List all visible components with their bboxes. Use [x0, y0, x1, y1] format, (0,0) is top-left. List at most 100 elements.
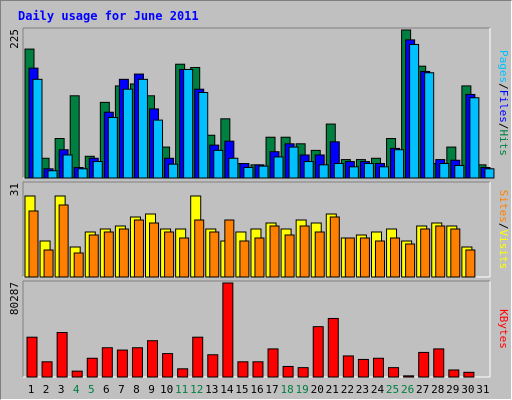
bar-pages-day-26	[409, 43, 420, 179]
bar-kbytes-day-1	[26, 336, 38, 378]
bar-kbytes-day-15	[237, 361, 249, 378]
bar-pages-day-8	[137, 78, 148, 179]
bar-sites-day-21	[329, 216, 340, 278]
bar-pages-day-12	[198, 91, 209, 179]
bar-kbytes-day-18	[282, 365, 294, 378]
bar-kbytes-day-8	[131, 347, 143, 378]
bar-pages-day-6	[107, 116, 118, 179]
x-tick-label-day-4: 4	[73, 383, 80, 396]
legend-sites: Sites	[497, 190, 510, 223]
bar-sites-day-14	[224, 219, 235, 278]
legend-visits: Visits	[497, 230, 510, 270]
bar-pages-day-19	[303, 161, 314, 179]
bar-kbytes-day-2	[41, 361, 53, 378]
bar-sites-day-10	[164, 231, 175, 278]
bar-sites-day-12	[194, 219, 205, 278]
x-tick-label-day-21: 21	[326, 383, 339, 396]
y-max-label: 80287	[8, 282, 21, 315]
bar-pages-day-22	[348, 166, 359, 179]
x-tick-label-day-2: 2	[43, 383, 50, 396]
legend-label: Sites/Visits	[497, 190, 510, 270]
x-tick-label-day-12: 12	[190, 383, 203, 396]
bar-sites-day-16	[254, 237, 265, 278]
bar-sites-day-8	[133, 219, 144, 278]
bar-pages-day-27	[424, 72, 435, 179]
x-tick-label-day-13: 13	[205, 383, 218, 396]
bar-pages-day-29	[454, 165, 465, 179]
x-tick-label-day-10: 10	[160, 383, 173, 396]
bar-sites-day-27	[420, 228, 431, 278]
x-tick-label-day-16: 16	[250, 383, 263, 396]
bar-sites-day-20	[314, 231, 325, 278]
bar-sites-day-7	[118, 228, 129, 278]
x-tick-label-day-8: 8	[133, 383, 140, 396]
bar-kbytes-day-27	[418, 351, 430, 378]
legend-label: KBytes	[497, 309, 510, 349]
x-tick-label-day-15: 15	[235, 383, 248, 396]
x-tick-label-day-20: 20	[311, 383, 324, 396]
legend-kbytes: KBytes	[497, 309, 510, 349]
x-tick-label-day-28: 28	[431, 383, 444, 396]
bar-kbytes-day-19	[297, 367, 309, 378]
x-tick-label-day-14: 14	[220, 383, 234, 396]
bar-kbytes-day-20	[312, 326, 324, 378]
legend-files: Files	[497, 90, 510, 123]
bar-pages-day-10	[168, 163, 179, 179]
bar-kbytes-day-4	[71, 370, 83, 378]
bar-kbytes-day-23	[357, 358, 369, 378]
bar-kbytes-day-6	[101, 347, 113, 378]
bar-kbytes-day-12	[192, 336, 204, 378]
legend-label: Pages/Files/Hits	[497, 50, 510, 156]
bar-sites-day-13	[209, 231, 220, 278]
bar-sites-day-5	[88, 234, 99, 278]
x-tick-label-day-17: 17	[265, 383, 278, 396]
x-tick-label-day-11: 11	[175, 383, 188, 396]
bar-sites-day-28	[435, 225, 446, 278]
bar-kbytes-day-22	[342, 355, 354, 378]
bar-sites-day-26	[405, 243, 416, 278]
bar-pages-day-17	[273, 156, 284, 179]
x-tick-label-day-30: 30	[461, 383, 474, 396]
bar-kbytes-day-9	[147, 340, 159, 378]
bar-pages-day-24	[378, 166, 389, 179]
bar-kbytes-day-17	[267, 348, 279, 378]
bar-pages-day-30	[469, 97, 480, 179]
bar-kbytes-day-3	[56, 332, 68, 378]
x-tick-label-day-31: 31	[476, 383, 489, 396]
x-tick-label-day-26: 26	[401, 383, 414, 396]
bar-kbytes-day-24	[372, 357, 384, 378]
bar-pages-day-20	[318, 164, 329, 179]
y-max-label: 225	[8, 29, 21, 49]
bar-sites-day-1	[28, 210, 39, 278]
x-tick-label-day-1: 1	[28, 383, 35, 396]
bar-sites-day-9	[149, 222, 160, 278]
bar-pages-day-15	[243, 166, 254, 179]
x-tick-label-day-29: 29	[446, 383, 459, 396]
bar-pages-day-21	[333, 163, 344, 179]
bar-sites-day-30	[465, 249, 476, 278]
x-tick-label-day-6: 6	[103, 383, 110, 396]
bar-kbytes-day-30	[463, 371, 475, 378]
x-tick-label-day-5: 5	[88, 383, 95, 396]
bar-kbytes-day-25	[388, 367, 400, 378]
bar-pages-day-14	[228, 157, 239, 179]
bar-pages-day-1	[32, 78, 43, 179]
bar-pages-day-25	[394, 149, 405, 179]
x-tick-label-day-19: 19	[296, 383, 309, 396]
bar-sites-day-11	[179, 237, 190, 278]
bar-kbytes-day-16	[252, 361, 264, 378]
bar-pages-day-11	[183, 68, 194, 179]
bar-kbytes-day-10	[162, 353, 174, 378]
bar-kbytes-day-7	[116, 349, 128, 378]
bar-pages-day-31	[484, 168, 495, 179]
bar-sites-day-29	[450, 228, 461, 278]
bar-kbytes-day-28	[433, 348, 445, 378]
x-tick-label-day-9: 9	[148, 383, 155, 396]
bar-kbytes-day-14	[222, 282, 234, 378]
legend-hits: Hits	[497, 130, 510, 157]
bar-pages-day-16	[258, 165, 269, 179]
legend-separator: /	[497, 123, 510, 130]
x-tick-label-day-24: 24	[371, 383, 385, 396]
legend-separator: /	[497, 223, 510, 230]
